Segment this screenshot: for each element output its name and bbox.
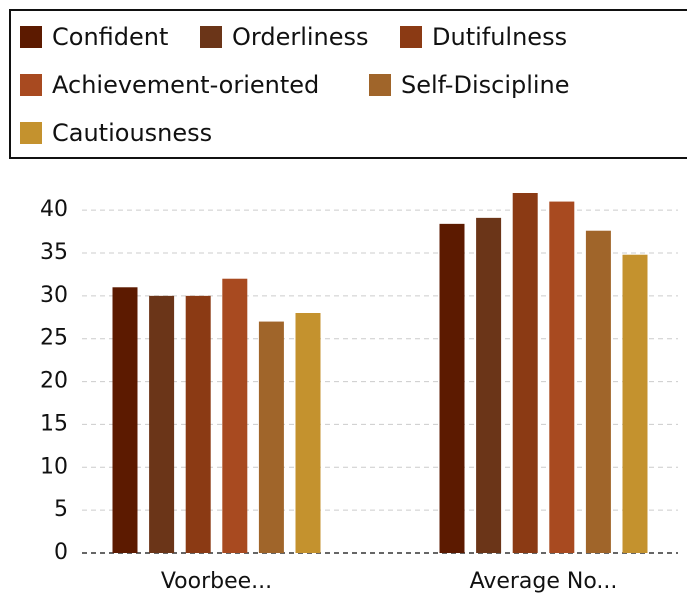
y-tick-label: 10: [40, 454, 68, 479]
bar: [222, 278, 248, 553]
y-tick-label: 0: [54, 540, 68, 565]
legend-swatch: [369, 74, 391, 96]
legend-label: Confident: [52, 23, 168, 51]
bar: [549, 201, 575, 554]
legend-swatch: [200, 26, 222, 48]
y-tick-label: 15: [40, 411, 68, 436]
y-tick-label: 30: [40, 283, 68, 308]
bar: [476, 217, 502, 553]
legend-label: Achievement-oriented: [52, 71, 319, 99]
y-tick-label: 20: [40, 369, 68, 394]
legend-swatch: [20, 26, 42, 48]
bar: [258, 321, 284, 553]
bar: [512, 193, 538, 553]
bar: [112, 287, 138, 553]
bar: [622, 254, 648, 553]
bar: [295, 313, 321, 553]
bar: [439, 223, 465, 553]
bar: [149, 295, 175, 553]
bar: [585, 230, 611, 553]
legend-label: Orderliness: [232, 23, 369, 51]
y-tick-label: 5: [54, 497, 68, 522]
x-tick-label: Voorbee...: [161, 569, 272, 594]
legend-label: Self-Discipline: [401, 71, 570, 99]
x-tick-label: Average No...: [470, 569, 618, 594]
bar: [185, 295, 211, 553]
legend-swatch: [20, 74, 42, 96]
y-tick-label: 25: [40, 326, 68, 351]
legend-label: Dutifulness: [432, 23, 567, 51]
legend-swatch: [400, 26, 422, 48]
y-tick-label: 35: [40, 240, 68, 265]
legend-box: [9, 9, 687, 159]
legend-label: Cautiousness: [52, 119, 212, 147]
y-tick-label: 40: [40, 197, 68, 222]
legend-swatch: [20, 122, 42, 144]
